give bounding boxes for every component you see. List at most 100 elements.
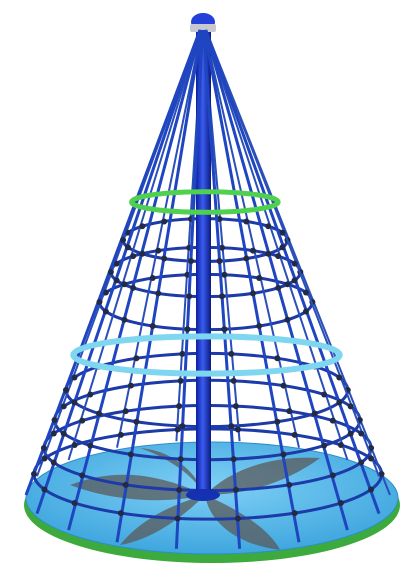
rope-knot xyxy=(291,431,298,438)
rope-knot xyxy=(121,281,128,288)
rope-knot xyxy=(243,255,250,262)
rope-knot xyxy=(179,350,186,357)
rope-knot xyxy=(187,258,194,265)
rope-knot xyxy=(51,417,58,423)
rope-knot xyxy=(284,316,291,323)
rope-knot xyxy=(40,445,47,451)
rope-knot xyxy=(336,399,343,406)
rope-knot xyxy=(249,247,256,254)
rope-knot xyxy=(221,271,228,278)
net-front xyxy=(24,29,381,549)
rope xyxy=(174,29,204,549)
rope-knot xyxy=(96,299,103,305)
rope-knot xyxy=(321,391,328,398)
rope-knot xyxy=(216,258,223,265)
rope-knot xyxy=(87,391,94,398)
mast xyxy=(196,22,211,497)
rope-knot xyxy=(120,237,127,243)
rope xyxy=(67,29,202,461)
rope-knot xyxy=(107,269,114,275)
rope-knot xyxy=(102,289,109,296)
rope-knot xyxy=(337,500,344,507)
rope-knot xyxy=(102,308,109,315)
rope-knot xyxy=(256,322,263,329)
rope-knot xyxy=(311,410,318,417)
rope xyxy=(204,29,380,477)
rope-knot xyxy=(79,417,86,424)
rope-knot xyxy=(133,418,140,425)
rope-knot xyxy=(347,403,354,410)
rope-knot xyxy=(265,223,272,230)
rope-knot xyxy=(230,377,237,384)
rope-knot xyxy=(149,275,156,282)
rope-knot xyxy=(41,455,48,462)
rope-knot xyxy=(347,430,354,437)
rope-knot xyxy=(127,382,134,389)
rope-knot xyxy=(230,456,237,463)
rope-knot xyxy=(71,399,78,406)
mast-foot xyxy=(186,489,220,501)
rope-knot xyxy=(161,218,168,225)
rope-knot xyxy=(113,260,120,267)
rope-knot xyxy=(265,250,272,257)
rope-knot xyxy=(284,281,291,288)
rope-knot xyxy=(62,387,69,393)
rope-knot xyxy=(41,486,48,493)
rope-knot xyxy=(232,486,239,493)
rope-knot xyxy=(60,403,67,410)
rope-knot xyxy=(117,431,124,438)
rope-knot xyxy=(155,247,162,254)
rope-knot xyxy=(122,408,129,415)
rope-knot xyxy=(291,260,298,267)
rope-knot xyxy=(71,441,78,448)
rope xyxy=(202,29,242,549)
rope-knot xyxy=(336,374,343,381)
rope-knot xyxy=(133,355,140,362)
rope-knot xyxy=(176,486,183,493)
rope-knot xyxy=(243,218,250,225)
rope-knot xyxy=(117,510,124,517)
rope-knot xyxy=(274,355,281,362)
mast-collar xyxy=(190,24,216,32)
rope-knot xyxy=(302,308,309,315)
rope-knot xyxy=(71,500,78,507)
rope-knot xyxy=(274,418,281,425)
rope-knot xyxy=(219,293,226,300)
rope-knot xyxy=(228,350,235,357)
rope-knot xyxy=(161,255,168,262)
rope xyxy=(204,29,349,461)
rope-knot xyxy=(155,290,162,297)
rope-knot xyxy=(130,253,137,260)
rope xyxy=(203,29,300,448)
rope-knot xyxy=(329,472,336,479)
rope-knot xyxy=(232,403,239,410)
rope-knot xyxy=(121,316,128,323)
rope-knot xyxy=(280,382,287,389)
floor-blade xyxy=(205,495,280,550)
rope-knot xyxy=(291,277,298,284)
rope-knot xyxy=(87,442,94,449)
rope-knot xyxy=(125,229,132,236)
rope-knot xyxy=(174,426,181,433)
rope-knot xyxy=(291,510,298,517)
rope-knot xyxy=(378,471,385,477)
rope-knot xyxy=(286,481,293,488)
rope-knot xyxy=(177,377,184,384)
rope-knot xyxy=(50,459,57,466)
rope-knot xyxy=(368,455,375,462)
rope-knot xyxy=(228,423,235,430)
rope-knot xyxy=(275,253,282,260)
rope-knot xyxy=(139,223,146,230)
rope-knot xyxy=(95,410,102,417)
rope-knot xyxy=(139,250,146,257)
rope-knot xyxy=(174,515,181,522)
rope-knot xyxy=(176,403,183,410)
rope-knot xyxy=(122,481,129,488)
hoop xyxy=(70,333,343,377)
rope-knot xyxy=(186,293,193,300)
rope-knot xyxy=(275,284,282,291)
rope-knot xyxy=(286,408,293,415)
floor-blade xyxy=(120,495,205,545)
rope-knot xyxy=(329,417,336,424)
